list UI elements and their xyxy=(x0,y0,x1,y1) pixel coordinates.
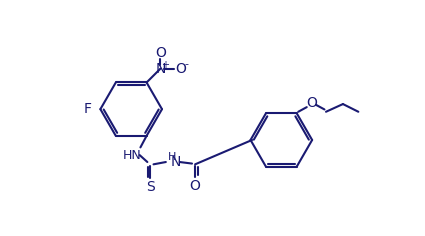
Text: -: - xyxy=(184,59,189,69)
Text: O: O xyxy=(190,179,201,193)
Text: N: N xyxy=(155,62,166,76)
Text: O: O xyxy=(155,46,166,60)
Text: S: S xyxy=(146,181,155,194)
Text: O: O xyxy=(175,62,186,76)
Text: HN: HN xyxy=(122,149,142,162)
Text: H: H xyxy=(168,152,176,162)
Text: O: O xyxy=(307,96,317,110)
Text: +: + xyxy=(161,60,169,70)
Text: F: F xyxy=(83,102,91,116)
Text: N: N xyxy=(171,155,181,169)
